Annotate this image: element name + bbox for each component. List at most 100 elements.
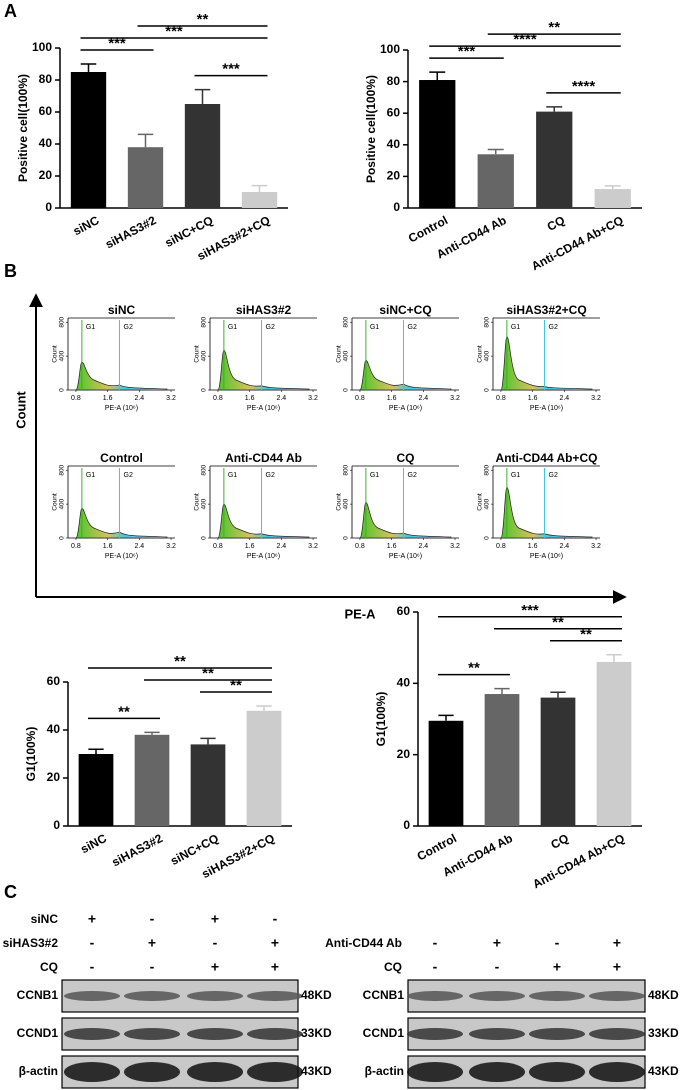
significance-label: ** — [118, 703, 130, 720]
bar — [428, 720, 464, 826]
x-tick-label: 1.6 — [245, 395, 255, 402]
y-tick-label: 0 — [403, 818, 410, 832]
y-axis-label: Count — [336, 345, 343, 363]
error-bar — [606, 654, 622, 662]
x-tick-label: 2.4 — [276, 395, 286, 402]
x-axis-label: PE-A (10⁶) — [530, 553, 563, 560]
bar — [540, 697, 576, 826]
plot-title: siHAS3#2+CQ — [506, 303, 586, 317]
bar — [78, 754, 114, 826]
bar — [134, 734, 170, 826]
y-tick-label: 60 — [397, 604, 411, 618]
significance-label: ** — [202, 665, 214, 682]
y-tick-label: 0 — [59, 388, 66, 392]
band-size: 33KD — [648, 1026, 679, 1040]
x-axis-label: PE-A (10⁶) — [530, 405, 563, 412]
histogram — [500, 336, 593, 391]
condition-sign: - — [150, 959, 155, 975]
gate-label: G1 — [511, 472, 520, 479]
gate-label: G1 — [228, 324, 237, 331]
blot-band — [589, 1028, 645, 1040]
condition-sign: - — [90, 935, 95, 951]
bar — [241, 192, 278, 208]
x-tick-label: 0.8 — [355, 395, 365, 402]
histogram — [75, 361, 168, 391]
blot-band — [187, 1062, 243, 1082]
gate-label: G2 — [266, 324, 275, 331]
x-tick-label: Control — [415, 831, 459, 863]
error-bar — [438, 714, 454, 721]
y-tick-label: 40 — [47, 722, 61, 736]
band-label: CCND1 — [363, 1026, 405, 1040]
y-tick-label: 80 — [387, 74, 401, 88]
y-tick-label: 800 — [201, 316, 208, 327]
error-bar — [546, 106, 563, 112]
gate-label: G2 — [408, 324, 417, 331]
x-tick-label: 2.4 — [559, 395, 569, 402]
y-tick-label: 60 — [39, 104, 53, 118]
x-axis-label: PE-A (10⁶) — [389, 405, 422, 412]
condition-label: CQ — [384, 960, 402, 974]
blot-band — [529, 1028, 585, 1040]
significance-label: ** — [468, 660, 480, 677]
condition-sign: - — [433, 935, 438, 951]
gate-label: G2 — [549, 324, 558, 331]
y-tick-label: 400 — [201, 498, 208, 509]
x-tick-label: 3.2 — [308, 395, 318, 402]
error-bar — [144, 731, 160, 735]
x-tick-label: 1.6 — [103, 395, 113, 402]
x-tick-label: 0.8 — [355, 543, 365, 550]
plot-title: Anti-CD44 Ab+CQ — [496, 451, 598, 465]
band-label: β-actin — [19, 1064, 58, 1078]
y-tick-label: 800 — [201, 464, 208, 475]
y-axis-label: Count — [194, 345, 201, 363]
gate-label: G1 — [228, 472, 237, 479]
band-label: CCND1 — [17, 1026, 59, 1040]
blot-band — [407, 1028, 463, 1040]
x-axis-label: PE-A (10⁶) — [389, 553, 422, 560]
significance-label: ** — [230, 677, 242, 694]
condition-sign: + — [271, 959, 279, 975]
condition-sign: + — [271, 935, 279, 951]
x-tick-label: 1.6 — [245, 543, 255, 550]
y-tick-label: 0 — [45, 200, 52, 214]
plot-title: Control — [100, 451, 143, 465]
flow-x-label: PE-A — [344, 606, 376, 621]
error-bar — [604, 185, 621, 190]
gate-label: G1 — [370, 472, 379, 479]
significance-label: *** — [165, 23, 183, 40]
condition-sign: + — [493, 935, 501, 951]
x-tick-label: 3.2 — [308, 543, 318, 550]
histogram — [359, 360, 452, 391]
x-tick-label: siNC — [71, 213, 102, 238]
y-tick-label: 20 — [47, 770, 61, 784]
blot-band — [247, 1028, 303, 1040]
gate-label: G2 — [266, 472, 275, 479]
y-axis-label: Positive cell(100%) — [16, 74, 30, 182]
y-tick-label: 400 — [343, 350, 350, 361]
blot-band — [469, 1062, 525, 1082]
x-tick-label: CQ — [545, 213, 567, 234]
y-tick-label: 800 — [484, 464, 491, 475]
y-tick-label: 800 — [59, 464, 66, 475]
y-tick-label: 60 — [387, 105, 401, 119]
x-tick-label: 0.8 — [496, 395, 506, 402]
significance-label: **** — [572, 78, 596, 95]
error-bar — [137, 133, 154, 148]
gate-label: G1 — [511, 324, 520, 331]
x-axis-label: PE-A (10⁶) — [247, 553, 280, 560]
blot-band — [187, 991, 243, 1001]
gate-label: G1 — [86, 324, 95, 331]
y-tick-label: 0 — [201, 388, 208, 392]
condition-sign: + — [553, 959, 561, 975]
x-tick-label: 2.4 — [134, 543, 144, 550]
flow-y-label: Count — [13, 391, 28, 429]
bar — [594, 189, 631, 208]
bar — [536, 111, 573, 208]
error-bar — [88, 748, 104, 754]
y-tick-label: 400 — [201, 350, 208, 361]
blot-band — [247, 1062, 303, 1082]
y-tick-label: 400 — [59, 350, 66, 361]
condition-label: siNC — [31, 912, 59, 926]
blot-band — [64, 1028, 120, 1040]
